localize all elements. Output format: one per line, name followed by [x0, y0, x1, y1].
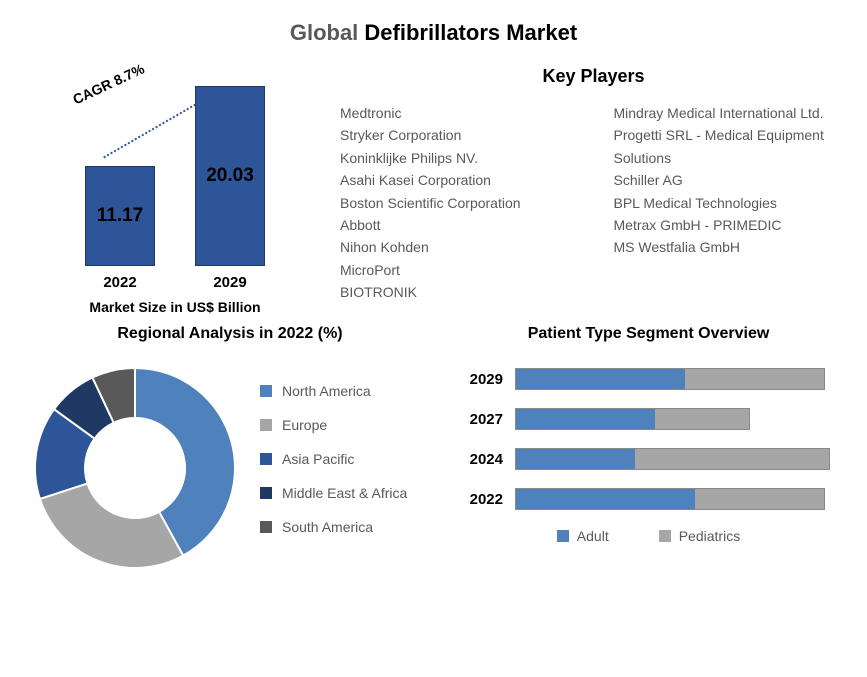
legend-swatch [557, 530, 569, 542]
patient-bar-row: 2022 [460, 488, 847, 510]
top-row: CAGR 8.7% 11.1720.03 20222029 Market Siz… [20, 66, 847, 315]
legend-swatch [260, 521, 272, 533]
legend-swatch [260, 385, 272, 397]
patient-segment-adult [516, 409, 655, 429]
patient-segment-adult [516, 449, 635, 469]
patient-stacked-bar [515, 488, 825, 510]
patient-stacked-bar [515, 408, 750, 430]
key-player-item: Nihon Kohden [340, 236, 574, 258]
key-players-title: Key Players [340, 66, 847, 87]
patient-segment-pediatrics [655, 409, 749, 429]
legend-swatch [260, 419, 272, 431]
key-player-item: BIOTRONIK [340, 281, 574, 303]
legend-label: North America [282, 383, 371, 399]
regional-title: Regional Analysis in 2022 (%) [20, 325, 440, 343]
legend-label: Middle East & Africa [282, 485, 407, 501]
key-player-item: Asahi Kasei Corporation [340, 169, 574, 191]
patient-title: Patient Type Segment Overview [450, 325, 847, 343]
donut-slice [40, 483, 183, 568]
bars-container: 11.17 20.03 [50, 66, 300, 266]
patient-segment-pediatrics [635, 449, 829, 469]
key-player-item: Progetti SRL - Medical Equipment Solutio… [614, 124, 848, 169]
legend-swatch [260, 453, 272, 465]
bar-value-label: 20.03 [206, 165, 254, 187]
title-word1: Global [290, 20, 358, 45]
bar-year-label: 2022 [85, 274, 155, 291]
legend-label: Europe [282, 417, 327, 433]
legend-item: North America [260, 383, 407, 399]
patient-segment-pediatrics [685, 369, 824, 389]
donut-legend: North America Europe Asia Pacific Middle Ea… [250, 383, 407, 553]
key-player-item: BPL Medical Technologies [614, 192, 848, 214]
bar-value-label: 11.17 [97, 205, 144, 227]
x-axis-label: Market Size in US$ Billion [50, 299, 300, 315]
key-players-columns: MedtronicStryker CorporationKoninklijke … [340, 102, 847, 304]
patient-legend: Adult Pediatrics [450, 528, 847, 544]
legend-item: Middle East & Africa [260, 485, 407, 501]
key-player-item: Medtronic [340, 102, 574, 124]
key-players-col1: MedtronicStryker CorporationKoninklijke … [340, 102, 574, 304]
key-player-item: MicroPort [340, 259, 574, 281]
key-player-item: Koninklijke Philips NV. [340, 147, 574, 169]
legend-item: South America [260, 519, 407, 535]
legend-label: Pediatrics [679, 528, 740, 544]
donut-chart [20, 353, 250, 583]
patient-segment-pediatrics [695, 489, 824, 509]
legend-item: Asia Pacific [260, 451, 407, 467]
regional-analysis-section: Regional Analysis in 2022 (%) North Amer… [20, 325, 440, 583]
patient-type-section: Patient Type Segment Overview 2029202720… [440, 325, 847, 583]
legend-item: Europe [260, 417, 407, 433]
patient-bar-row: 2024 [460, 448, 847, 470]
patient-legend-item: Pediatrics [659, 528, 740, 544]
patient-year-label: 2029 [460, 371, 515, 388]
key-player-item: Metrax GmbH - PRIMEDIC [614, 214, 848, 236]
title-word2: Defibrillators Market [364, 20, 577, 45]
bottom-row: Regional Analysis in 2022 (%) North Amer… [20, 325, 847, 583]
patient-segment-adult [516, 369, 685, 389]
patient-year-label: 2027 [460, 411, 515, 428]
patient-bar-row: 2027 [460, 408, 847, 430]
patient-legend-item: Adult [557, 528, 609, 544]
key-players-section: Key Players MedtronicStryker Corporation… [300, 66, 847, 304]
legend-label: South America [282, 519, 373, 535]
legend-label: Adult [577, 528, 609, 544]
patient-segment-adult [516, 489, 695, 509]
year-axis: 2022 2029 [50, 274, 300, 291]
market-size-chart: CAGR 8.7% 11.1720.03 20222029 Market Siz… [20, 66, 300, 315]
key-player-item: Abbott [340, 214, 574, 236]
key-player-item: Stryker Corporation [340, 124, 574, 146]
market-bar: 20.03 [195, 86, 265, 266]
legend-swatch [659, 530, 671, 542]
key-player-item: Mindray Medical International Ltd. [614, 102, 848, 124]
patient-bar-row: 2029 [460, 368, 847, 390]
patient-bars: 2029 2027 2024 2022 [450, 368, 847, 510]
patient-year-label: 2024 [460, 451, 515, 468]
page-title: Global Defibrillators Market [20, 20, 847, 46]
patient-stacked-bar [515, 368, 825, 390]
key-player-item: Boston Scientific Corporation [340, 192, 574, 214]
key-player-item: Schiller AG [614, 169, 848, 191]
legend-swatch [260, 487, 272, 499]
bar-year-label: 2029 [195, 274, 265, 291]
key-players-col2: Mindray Medical International Ltd.Proget… [614, 102, 848, 304]
patient-stacked-bar [515, 448, 830, 470]
legend-label: Asia Pacific [282, 451, 354, 467]
donut-wrap: North America Europe Asia Pacific Middle Ea… [20, 353, 440, 583]
market-bar: 11.17 [85, 166, 155, 266]
patient-year-label: 2022 [460, 491, 515, 508]
key-player-item: MS Westfalia GmbH [614, 236, 848, 258]
